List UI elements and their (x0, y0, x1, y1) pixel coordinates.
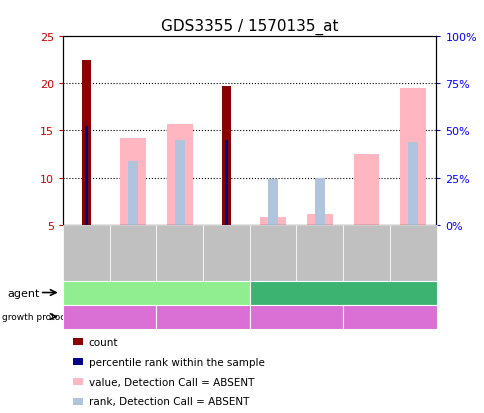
Bar (82, 61, 91, 225)
Text: GSM244651: GSM244651 (175, 226, 184, 280)
Bar (120, 139, 146, 225)
Text: confluent: confluent (83, 312, 136, 322)
Text: GSM244650: GSM244650 (315, 226, 324, 280)
Text: GSM244649: GSM244649 (128, 226, 137, 280)
Bar (166, 125, 192, 225)
Text: GSM244648: GSM244648 (268, 226, 277, 280)
Bar (353, 154, 378, 225)
Text: percentile rank within the sample: percentile rank within the sample (89, 357, 264, 367)
Text: agent: agent (7, 288, 40, 298)
Text: control: control (137, 288, 175, 298)
Text: count: count (89, 337, 118, 347)
Bar (399, 89, 425, 225)
Text: value, Detection Call = ABSENT: value, Detection Call = ABSENT (89, 377, 254, 387)
Bar (407, 142, 417, 225)
Text: GSM244653: GSM244653 (222, 226, 230, 280)
Bar (174, 140, 184, 225)
Text: growth protocol: growth protocol (2, 312, 74, 321)
Bar (268, 180, 278, 225)
Text: confluent: confluent (270, 312, 322, 322)
Bar (224, 140, 228, 225)
Text: rank, Detection Call = ABSENT: rank, Detection Call = ABSENT (89, 396, 248, 406)
Text: GSM244652: GSM244652 (361, 226, 370, 280)
Bar (306, 215, 332, 225)
Bar (84, 126, 88, 225)
Text: GSM244647: GSM244647 (82, 226, 91, 280)
Text: Ang1: Ang1 (328, 288, 357, 298)
Bar (260, 218, 286, 225)
Bar (314, 179, 324, 225)
Text: sparse: sparse (371, 312, 408, 322)
Text: sparse: sparse (184, 312, 221, 322)
Bar (222, 87, 230, 225)
Bar (128, 161, 138, 225)
Title: GDS3355 / 1570135_at: GDS3355 / 1570135_at (161, 18, 338, 34)
Text: GSM244654: GSM244654 (408, 226, 417, 280)
